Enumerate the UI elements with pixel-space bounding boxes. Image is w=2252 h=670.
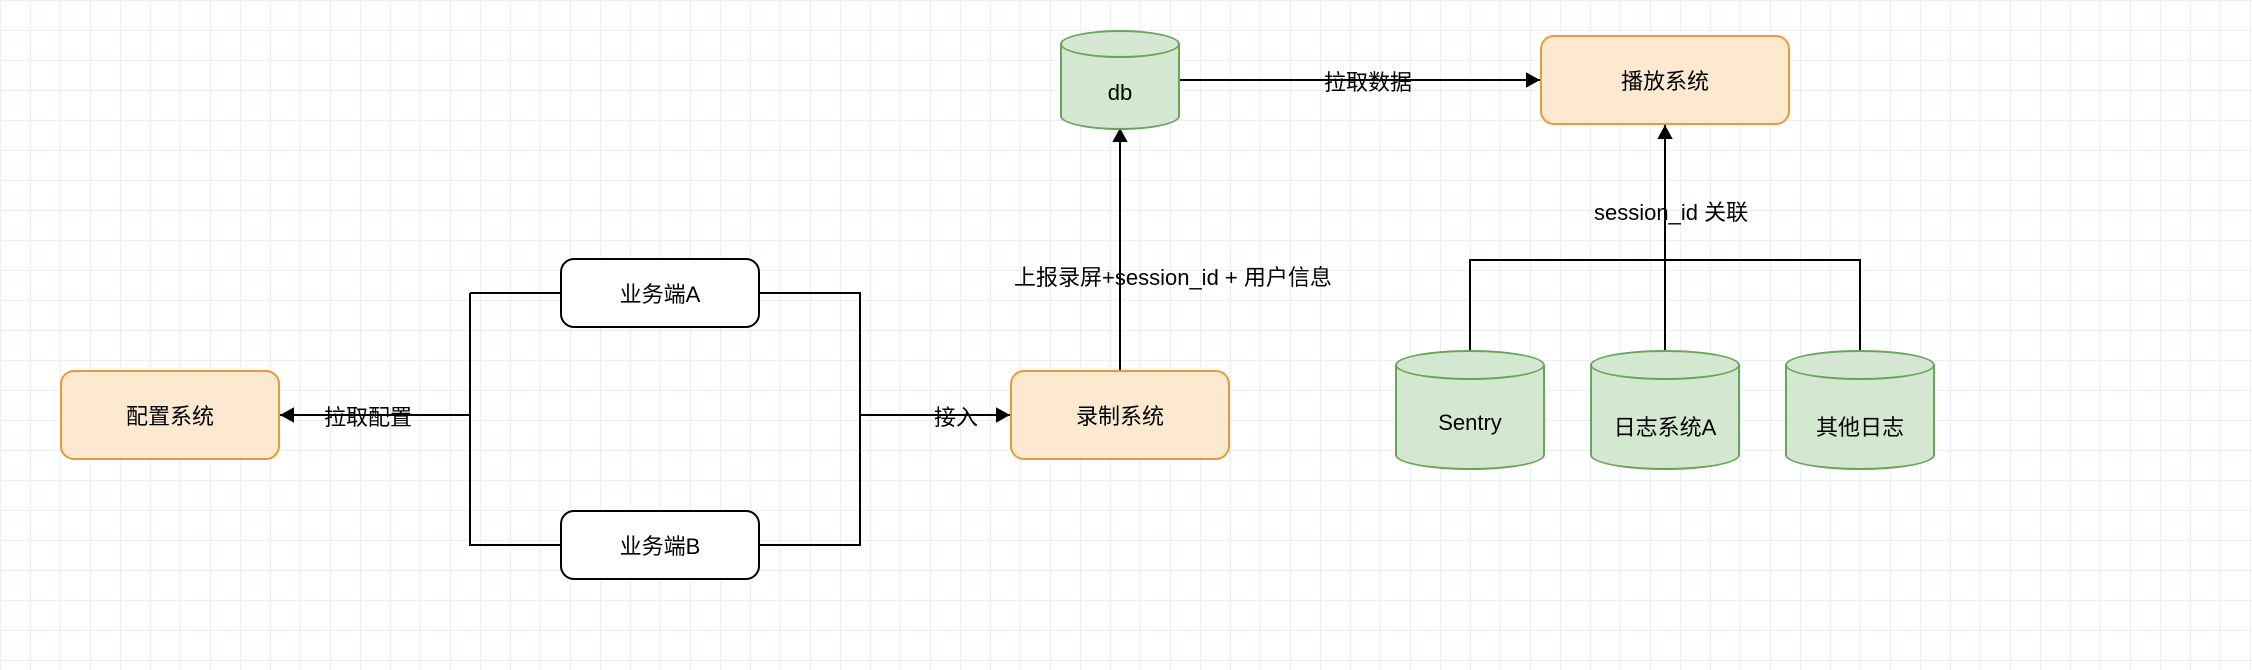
arrowhead-icon <box>1526 72 1540 87</box>
edge-label: 接入 <box>930 400 982 432</box>
node-bizB: 业务端B <box>560 510 760 580</box>
arrowhead-icon <box>280 407 294 422</box>
edge-label: 拉取数据 <box>1320 65 1416 97</box>
edge-e8 <box>1470 125 1665 350</box>
cylinder-otherLog: 其他日志 <box>1785 350 1935 470</box>
diagram-canvas: 配置系统 业务端A 业务端B 录制系统 播放系统 db Sentry 日志系统A 其他日志 拉取配… <box>0 0 2252 670</box>
node-label: 录制系统 <box>1076 399 1164 431</box>
node-label: 业务端B <box>620 529 701 561</box>
node-label: 配置系统 <box>126 399 214 431</box>
arrowhead-icon <box>996 407 1010 422</box>
cylinder-label: db <box>1060 80 1180 106</box>
node-bizA: 业务端A <box>560 258 760 328</box>
node-record: 录制系统 <box>1010 370 1230 460</box>
edge-e1 <box>280 293 470 415</box>
cylinder-label: 日志系统A <box>1590 410 1740 442</box>
edge-label: 上报录屏+session_id + 用户信息 <box>1010 260 1336 292</box>
edge-e3 <box>470 415 560 545</box>
edge-label: 拉取配置 <box>320 400 416 432</box>
arrowhead-icon <box>1657 125 1672 139</box>
cylinder-label: Sentry <box>1395 410 1545 436</box>
edge-label: session_id 关联 <box>1590 195 1752 227</box>
cylinder-logA: 日志系统A <box>1590 350 1740 470</box>
node-label: 业务端A <box>620 277 701 309</box>
cylinder-db: db <box>1060 30 1180 130</box>
edge-e4 <box>760 293 1010 415</box>
edge-e5 <box>760 415 860 545</box>
node-playback: 播放系统 <box>1540 35 1790 125</box>
edge-e10 <box>1665 260 1860 350</box>
arrowhead-icon <box>1112 128 1127 142</box>
node-config: 配置系统 <box>60 370 280 460</box>
node-label: 播放系统 <box>1621 64 1709 96</box>
cylinder-label: 其他日志 <box>1785 410 1935 442</box>
cylinder-sentry: Sentry <box>1395 350 1545 470</box>
